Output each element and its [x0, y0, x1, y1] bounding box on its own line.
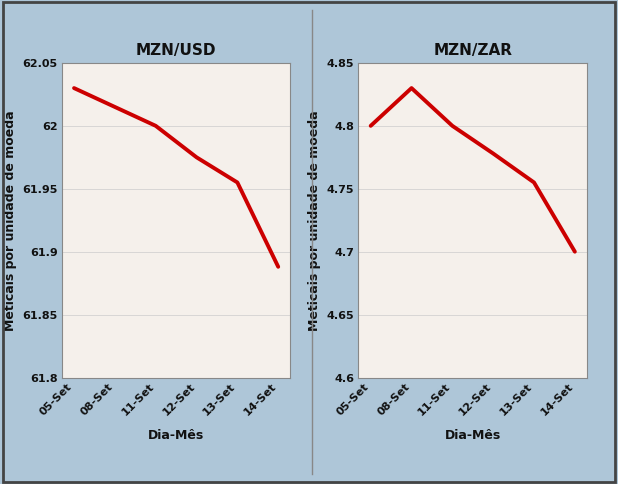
X-axis label: Dia-Mês: Dia-Mês — [444, 429, 501, 442]
Title: MZN/USD: MZN/USD — [136, 43, 216, 58]
X-axis label: Dia-Mês: Dia-Mês — [148, 429, 205, 442]
Y-axis label: Meticais por unidade de moeda: Meticais por unidade de moeda — [308, 110, 321, 331]
Title: MZN/ZAR: MZN/ZAR — [433, 43, 512, 58]
Y-axis label: Meticais por unidade de moeda: Meticais por unidade de moeda — [4, 110, 17, 331]
